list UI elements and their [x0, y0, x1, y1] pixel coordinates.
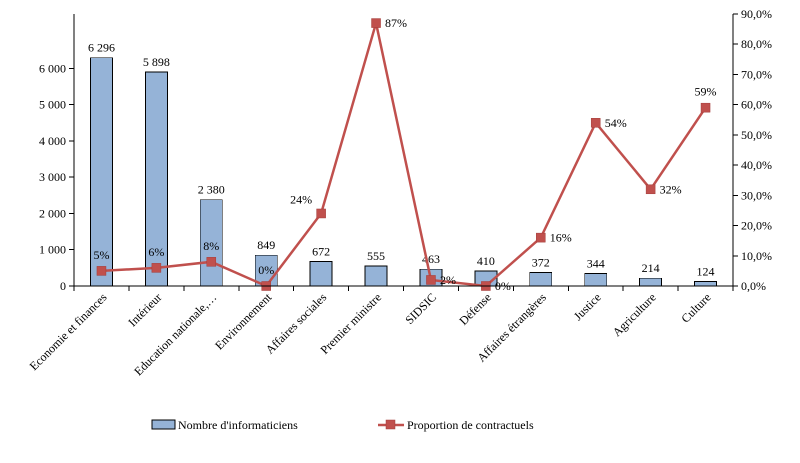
line-value-label: 2% — [440, 273, 456, 287]
bar-value-label: 214 — [642, 261, 660, 275]
x-category-label: Justice — [571, 290, 604, 323]
line-value-label: 16% — [550, 231, 572, 245]
y-right-tick-label: 50,0% — [741, 128, 772, 142]
x-category-label: SIDSIC — [402, 290, 439, 327]
y-left-tick-label: 4 000 — [39, 134, 66, 148]
line-value-label: 0% — [258, 263, 274, 277]
x-category-label: Intérieur — [125, 290, 164, 329]
legend-label-bars: Nombre d'informaticiens — [178, 418, 298, 432]
line-marker — [316, 208, 326, 219]
legend: Nombre d'informaticiens Proportion de co… — [151, 418, 534, 432]
y-left-tick-label: 0 — [60, 279, 66, 293]
line-path — [101, 22, 707, 288]
line-marker — [151, 263, 162, 273]
y-right-axis: 0,0% 10,0% 20,0% 30,0% 40,0% 50,0% 60,0% 70,0% 8… — [732, 7, 772, 293]
bar — [529, 272, 553, 287]
line-marker — [536, 232, 546, 243]
y-left-tick-label: 6 000 — [39, 61, 66, 75]
bar — [584, 273, 608, 287]
y-right-tick-label: 90,0% — [741, 7, 772, 21]
bar-value-label: 555 — [367, 249, 385, 263]
x-category-label: Défense — [456, 290, 494, 328]
y-right-tick-label: 20,0% — [741, 219, 772, 233]
y-left-tick-label: 3 000 — [39, 170, 66, 184]
y-right-tick-label: 80,0% — [741, 37, 772, 51]
line-series — [96, 18, 711, 291]
y-right-tick-label: 70,0% — [741, 67, 772, 81]
line-marker — [96, 266, 107, 276]
line-value-label: 87% — [385, 16, 407, 30]
line-value-label: 59% — [695, 85, 717, 99]
line-value-label: 5% — [93, 248, 109, 262]
line-value-label: 6% — [148, 245, 164, 259]
line-marker — [426, 275, 436, 285]
y-left-axis: 0 1 000 2 000 3 000 4 000 5 000 6 000 — [39, 14, 75, 293]
bar-value-label: 344 — [587, 257, 605, 271]
x-category-label: Economie et finances — [27, 290, 110, 373]
line-marker — [206, 257, 217, 267]
y-right-tick-label: 0,0% — [741, 279, 766, 293]
line-marker — [700, 102, 711, 113]
y-right-tick-label: 60,0% — [741, 98, 772, 112]
line-data-labels: 5% 6% 8%0%24%87%2% 0%16%54%32%59% — [93, 16, 716, 293]
x-category-label: Culture — [678, 290, 713, 325]
line-value-label: 54% — [605, 116, 627, 130]
y-right-tick-label: 40,0% — [741, 158, 772, 172]
bar-value-label: 6 296 — [88, 41, 115, 55]
bar-value-label: 410 — [477, 254, 495, 268]
line-value-label: 24% — [290, 192, 312, 206]
bar-value-label: 124 — [697, 265, 715, 279]
bar — [309, 261, 333, 287]
y-left-tick-label: 5 000 — [39, 98, 66, 112]
line-value-label: 32% — [660, 182, 682, 196]
line-marker — [371, 18, 381, 28]
y-right-tick-label: 30,0% — [741, 188, 772, 202]
bar-value-label: 849 — [257, 238, 275, 252]
line-value-label: 8% — [203, 239, 219, 253]
line-marker — [590, 118, 601, 128]
y-left-tick-label: 2 000 — [39, 206, 66, 220]
bar — [639, 277, 663, 287]
x-category-label: Agriculture — [610, 290, 659, 339]
legend-swatch-bars — [151, 419, 176, 430]
legend-label-line: Proportion de contractuels — [407, 418, 534, 432]
bar — [364, 265, 388, 287]
bar — [694, 281, 717, 287]
bar-value-label: 372 — [532, 256, 550, 270]
line-marker — [645, 184, 656, 195]
bar-series — [90, 57, 717, 287]
bar-value-label: 2 380 — [198, 183, 225, 197]
bar-value-label: 5 898 — [143, 55, 170, 69]
legend-swatch-marker — [385, 419, 396, 430]
bar-value-label: 672 — [312, 245, 330, 259]
y-left-tick-label: 1 000 — [39, 243, 66, 257]
y-right-tick-label: 10,0% — [741, 249, 772, 263]
